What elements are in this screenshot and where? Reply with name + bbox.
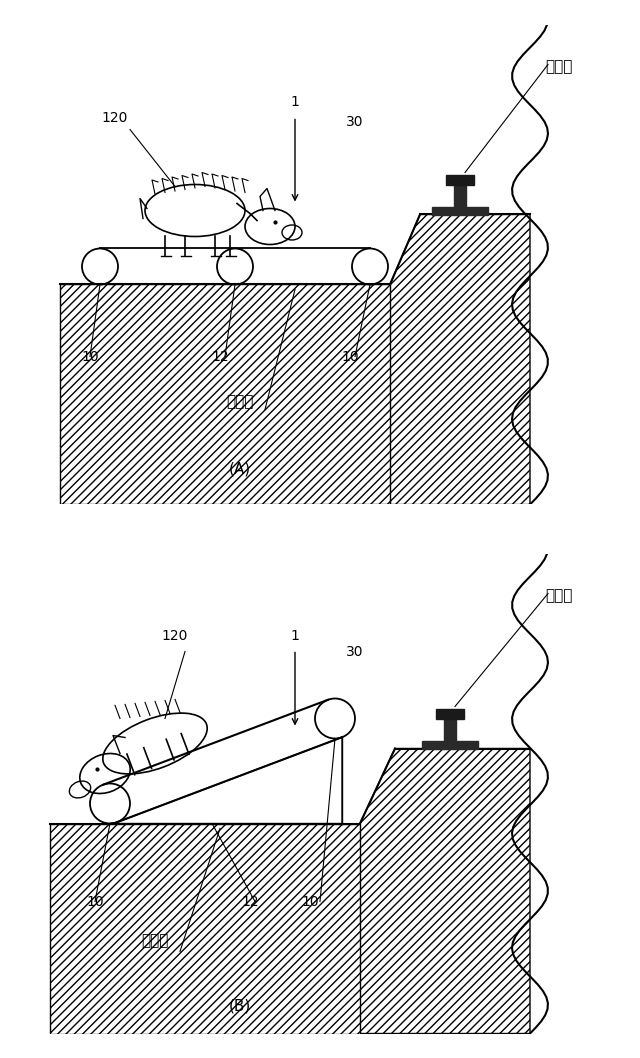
Text: 30: 30 [346,115,364,129]
Bar [432,206,488,215]
Bar [436,709,464,718]
Polygon shape [50,823,360,1034]
Text: 30: 30 [346,644,364,658]
Text: (B): (B) [229,999,251,1014]
Bar [444,718,456,741]
Polygon shape [390,215,530,505]
Text: 1: 1 [291,630,300,643]
Text: 10: 10 [341,350,359,365]
Bar [446,175,474,184]
Text: 10: 10 [86,894,104,909]
Polygon shape [360,748,530,1034]
Polygon shape [60,285,390,505]
Text: 12: 12 [211,350,229,365]
Text: 120: 120 [162,630,188,643]
Text: レール: レール [545,588,572,603]
Polygon shape [110,737,342,823]
Text: 設置面: 設置面 [227,395,253,409]
Text: 12: 12 [241,894,259,909]
Text: (A): (A) [229,461,251,476]
Bar [454,184,466,206]
Text: 10: 10 [81,350,99,365]
Text: 設置面: 設置面 [141,933,169,949]
Text: 120: 120 [102,110,128,125]
Bar [422,741,478,748]
Text: 10: 10 [301,894,319,909]
Text: レール: レール [545,59,572,74]
Text: 1: 1 [291,95,300,109]
